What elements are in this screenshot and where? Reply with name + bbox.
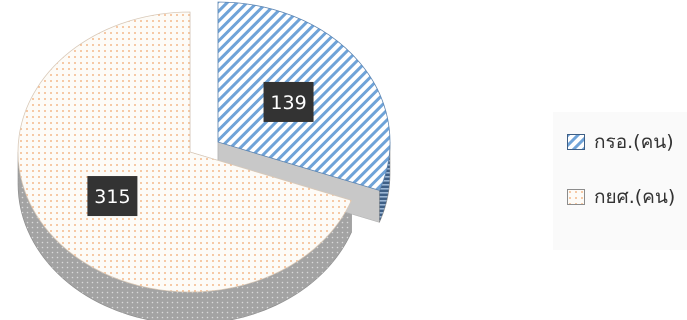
- pie-slice-kys: [17, 11, 352, 293]
- legend-label: กยศ.(คน): [594, 186, 676, 208]
- legend-swatch-kro: [567, 134, 585, 150]
- legend-item-kro: กรอ.(คน): [567, 130, 674, 154]
- data-label-box-kys: [87, 176, 138, 217]
- data-label-kro: 139: [263, 81, 314, 122]
- data-label-box-kro: [263, 81, 314, 122]
- legend-item-kys: กยศ.(คน): [567, 185, 675, 209]
- data-label-text-kro: 139: [270, 92, 306, 114]
- data-label-kys: 315: [87, 176, 138, 217]
- legend-swatch-kys: [567, 189, 585, 205]
- data-label-text-kys: 315: [94, 186, 130, 208]
- legend-label: กรอ.(คน): [594, 131, 674, 153]
- legend: กรอ.(คน) กยศ.(คน): [553, 112, 687, 250]
